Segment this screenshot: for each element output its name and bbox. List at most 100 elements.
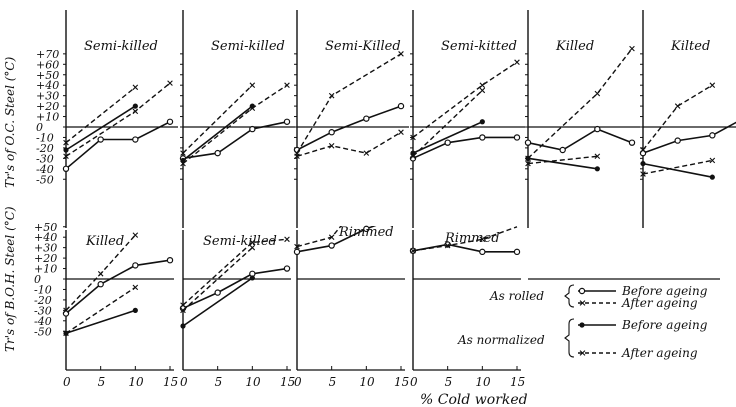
x-tick-label: 5 [215,375,223,389]
series-line-nb [65,309,136,335]
data-point-open [328,242,335,249]
data-point-open [97,281,104,288]
y-tick-label: +10 [36,111,59,124]
series-line-nb [642,162,713,178]
data-point-cross [180,307,186,314]
y-tick-label: -20 [36,142,54,155]
data-point-cross [284,82,290,88]
x-tick-label: 10 [128,375,144,389]
panel-title: Semi-killed [84,39,158,54]
x-tick-label: 15 [163,375,178,389]
data-point-cross [180,160,186,167]
data-point-cross [398,51,404,57]
data-point-cross [479,87,486,94]
data-point-open [293,248,301,256]
y-tick-label: -50 [34,325,52,338]
data-point-open [397,102,405,110]
series-line-nb [65,105,136,151]
y-tick-label: +20 [34,252,57,265]
data-point-filled [640,160,646,167]
data-point-cross [479,236,486,243]
data-point-open [479,248,486,256]
y-tick-label: +30 [34,242,57,255]
y-tick-label: +50 [36,69,59,82]
data-point-cross [294,153,300,160]
data-point-cross [410,247,416,254]
legend-marker-filled [579,322,585,328]
data-point-open [513,248,521,256]
series-line-ra [182,84,253,154]
y-tick-label: -40 [36,163,54,176]
panel-title: Killed [555,39,594,54]
legend-brace [564,318,575,358]
legend-item-label: After ageing [621,296,698,310]
panel-title: Semi-killed [203,234,277,249]
y-tick-label: -30 [36,152,54,165]
data-point-cross [132,84,139,91]
data-point-cross [444,242,451,249]
y-tick-label: -10 [34,283,52,296]
series-line-nb [182,105,253,162]
data-point-cross [514,59,520,65]
data-point-open [628,139,636,146]
data-point-cross [63,307,69,314]
data-point-cross [249,105,256,111]
data-point-open [214,149,221,157]
series-line-na [412,89,483,157]
data-point-cross [709,82,716,88]
data-point-cross [640,171,646,177]
data-point-open [594,125,601,133]
x-tick-label: 5 [329,375,337,389]
y-tick-label: -50 [36,173,54,186]
data-point-cross [167,80,173,86]
y-tick-label: -20 [34,294,52,307]
series-line-ra [412,226,518,252]
data-point-open [132,262,139,269]
data-point-cross [328,92,335,99]
data-point-open [479,134,486,141]
data-point-cross [249,82,256,88]
y-tick-label: +60 [36,58,59,71]
y-tick-label: +50 [34,221,57,234]
series-line-na [527,155,598,165]
data-point-open [249,125,256,133]
data-point-cross [132,108,139,115]
legend-item-label: Before ageing [621,318,708,332]
series-line-na [296,131,402,157]
data-point-filled [63,147,69,153]
data-point-open [674,137,681,144]
series-line-nb [412,121,483,154]
data-point-cross [398,129,404,136]
series-line-na [65,286,136,334]
data-point-cross [709,157,716,164]
series-line-ra [642,84,713,151]
data-point-cross [132,232,139,238]
data-point-cross [328,143,335,149]
legend-brace [564,284,575,308]
panel-title: Rimmed [444,231,500,246]
data-point-cross [63,153,69,160]
series-line-rb [296,226,377,253]
data-point-open [328,129,335,136]
data-point-cross [132,284,139,291]
series-line-rb [182,267,288,310]
legend-marker-cross [579,300,586,306]
series-line-ra [412,61,518,138]
x-tick-label: 10 [475,375,491,389]
x-tick-label: 15 [394,375,409,389]
data-point-cross [410,134,416,141]
series-line-na [65,82,171,157]
series-line-na [642,159,713,175]
data-point-cross [594,153,601,160]
data-point-cross [674,103,681,109]
data-point-cross [629,45,635,52]
legend-marker-open [578,287,586,295]
series-line-rb [527,128,633,151]
y-tick-label: +20 [36,100,59,113]
data-point-cross [294,243,300,250]
y-axis-label-bottom: Tr's of B.O.H. Steel (°C) [3,206,17,352]
legend-marker-cross [579,350,586,356]
data-point-filled [132,307,138,313]
data-point-cross [180,150,186,156]
data-point-open [363,115,370,122]
